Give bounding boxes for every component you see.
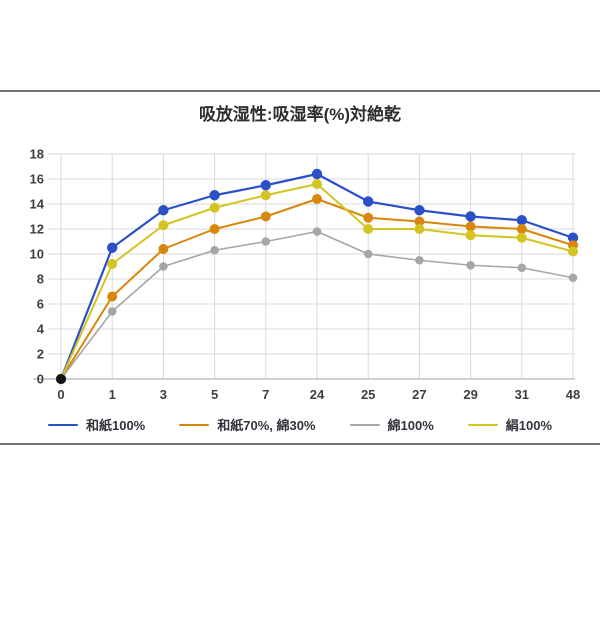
legend-item-washi70-cotton30: 和紙70%, 綿30%	[179, 415, 316, 434]
data-point-washi70-cotton30	[158, 244, 169, 254]
legend-label: 綿100%	[387, 418, 434, 433]
y-axis-tick-labels: 0 2 4 6 8 10 12 14 16 18	[30, 147, 45, 387]
data-point-silk-100	[107, 259, 118, 269]
data-point-silk-100	[465, 230, 476, 241]
legend-label: 和紙70%, 綿30%	[217, 418, 316, 433]
data-point-silk-100	[363, 224, 374, 234]
chart-title: 吸放湿性:吸湿率(%)対絶乾	[198, 105, 402, 124]
bottom-divider	[0, 443, 600, 445]
data-point-silk-100	[568, 246, 578, 257]
data-point-cotton-100	[312, 227, 322, 236]
svg-text:6: 6	[37, 297, 44, 312]
svg-text:0: 0	[57, 387, 64, 402]
legend-swatch-cotton-100	[349, 423, 380, 426]
data-point-cotton-100	[159, 262, 168, 271]
data-point-washi-100	[414, 205, 425, 216]
data-point-silk-100	[414, 224, 425, 234]
data-point-washi-100	[260, 180, 271, 191]
legend-item-washi-100: 和紙100%	[47, 415, 146, 434]
svg-text:3: 3	[160, 387, 167, 402]
data-point-silk-100	[516, 232, 527, 243]
svg-text:16: 16	[30, 172, 44, 187]
data-point-cotton-100	[415, 255, 424, 265]
svg-text:14: 14	[30, 197, 45, 212]
data-point-washi70-cotton30	[414, 216, 425, 227]
legend-swatch-silk-100	[467, 423, 498, 426]
svg-text:5: 5	[211, 387, 218, 402]
x-axis-tick-labels: 0 1 3 5 7 24 25 27 29 31 48	[57, 387, 580, 402]
legend-item-cotton-100: 綿100%	[349, 415, 434, 434]
legend-swatch-washi-100	[47, 423, 78, 426]
svg-text:1: 1	[109, 387, 116, 402]
data-point-silk-100	[260, 190, 271, 201]
legend-swatch-washi70-cotton30	[179, 423, 210, 426]
data-point-washi-100	[465, 211, 476, 222]
data-point-washi-100	[158, 205, 169, 216]
svg-text:24: 24	[310, 387, 325, 402]
data-point-washi-100	[567, 232, 579, 243]
legend-label: 和紙100%	[85, 418, 146, 433]
data-point-washi70-cotton30	[312, 194, 322, 204]
svg-text:8: 8	[37, 272, 44, 287]
svg-text:25: 25	[361, 387, 375, 402]
data-point-cotton-100	[107, 307, 117, 316]
data-point-cotton-100	[261, 237, 271, 246]
svg-text:27: 27	[412, 387, 426, 402]
data-point-cotton-100	[466, 260, 475, 270]
data-point-washi-100	[311, 168, 323, 180]
data-point-silk-100	[158, 220, 169, 231]
svg-text:0: 0	[37, 372, 44, 387]
top-divider	[0, 90, 600, 92]
data-point-cotton-100	[363, 249, 373, 259]
data-point-washi70-cotton30	[260, 211, 271, 222]
data-point-cotton-100	[517, 263, 527, 273]
svg-text:4: 4	[37, 322, 45, 337]
svg-text:48: 48	[566, 387, 580, 402]
svg-text:7: 7	[262, 387, 269, 402]
data-point-washi70-cotton30	[107, 291, 118, 302]
data-point-washi-100	[363, 196, 374, 207]
data-point-washi-100	[107, 242, 118, 253]
svg-text:29: 29	[463, 387, 477, 402]
chart-legend: 和紙100% 和紙70%, 綿30% 綿100% 絹100%	[0, 415, 600, 434]
data-point-washi-100	[516, 215, 527, 226]
data-point-silk-100	[312, 179, 322, 189]
data-point-cotton-100	[210, 245, 219, 255]
svg-text:31: 31	[515, 387, 529, 402]
data-point-washi70-cotton30	[209, 224, 220, 234]
svg-text:2: 2	[37, 347, 44, 362]
data-point-washi70-cotton30	[465, 221, 476, 232]
data-point-washi-100	[209, 190, 220, 201]
data-point-washi70-cotton30	[363, 212, 374, 223]
data-point-cotton-100	[568, 273, 578, 283]
legend-label: 絹100%	[505, 418, 552, 433]
data-point-silk-100	[209, 202, 220, 213]
svg-text:12: 12	[30, 222, 44, 237]
data-point-washi70-cotton30	[516, 224, 527, 234]
origin-data-point	[56, 374, 66, 384]
legend-item-silk-100: 絹100%	[467, 415, 552, 434]
svg-text:18: 18	[30, 147, 44, 162]
svg-text:10: 10	[30, 247, 44, 262]
